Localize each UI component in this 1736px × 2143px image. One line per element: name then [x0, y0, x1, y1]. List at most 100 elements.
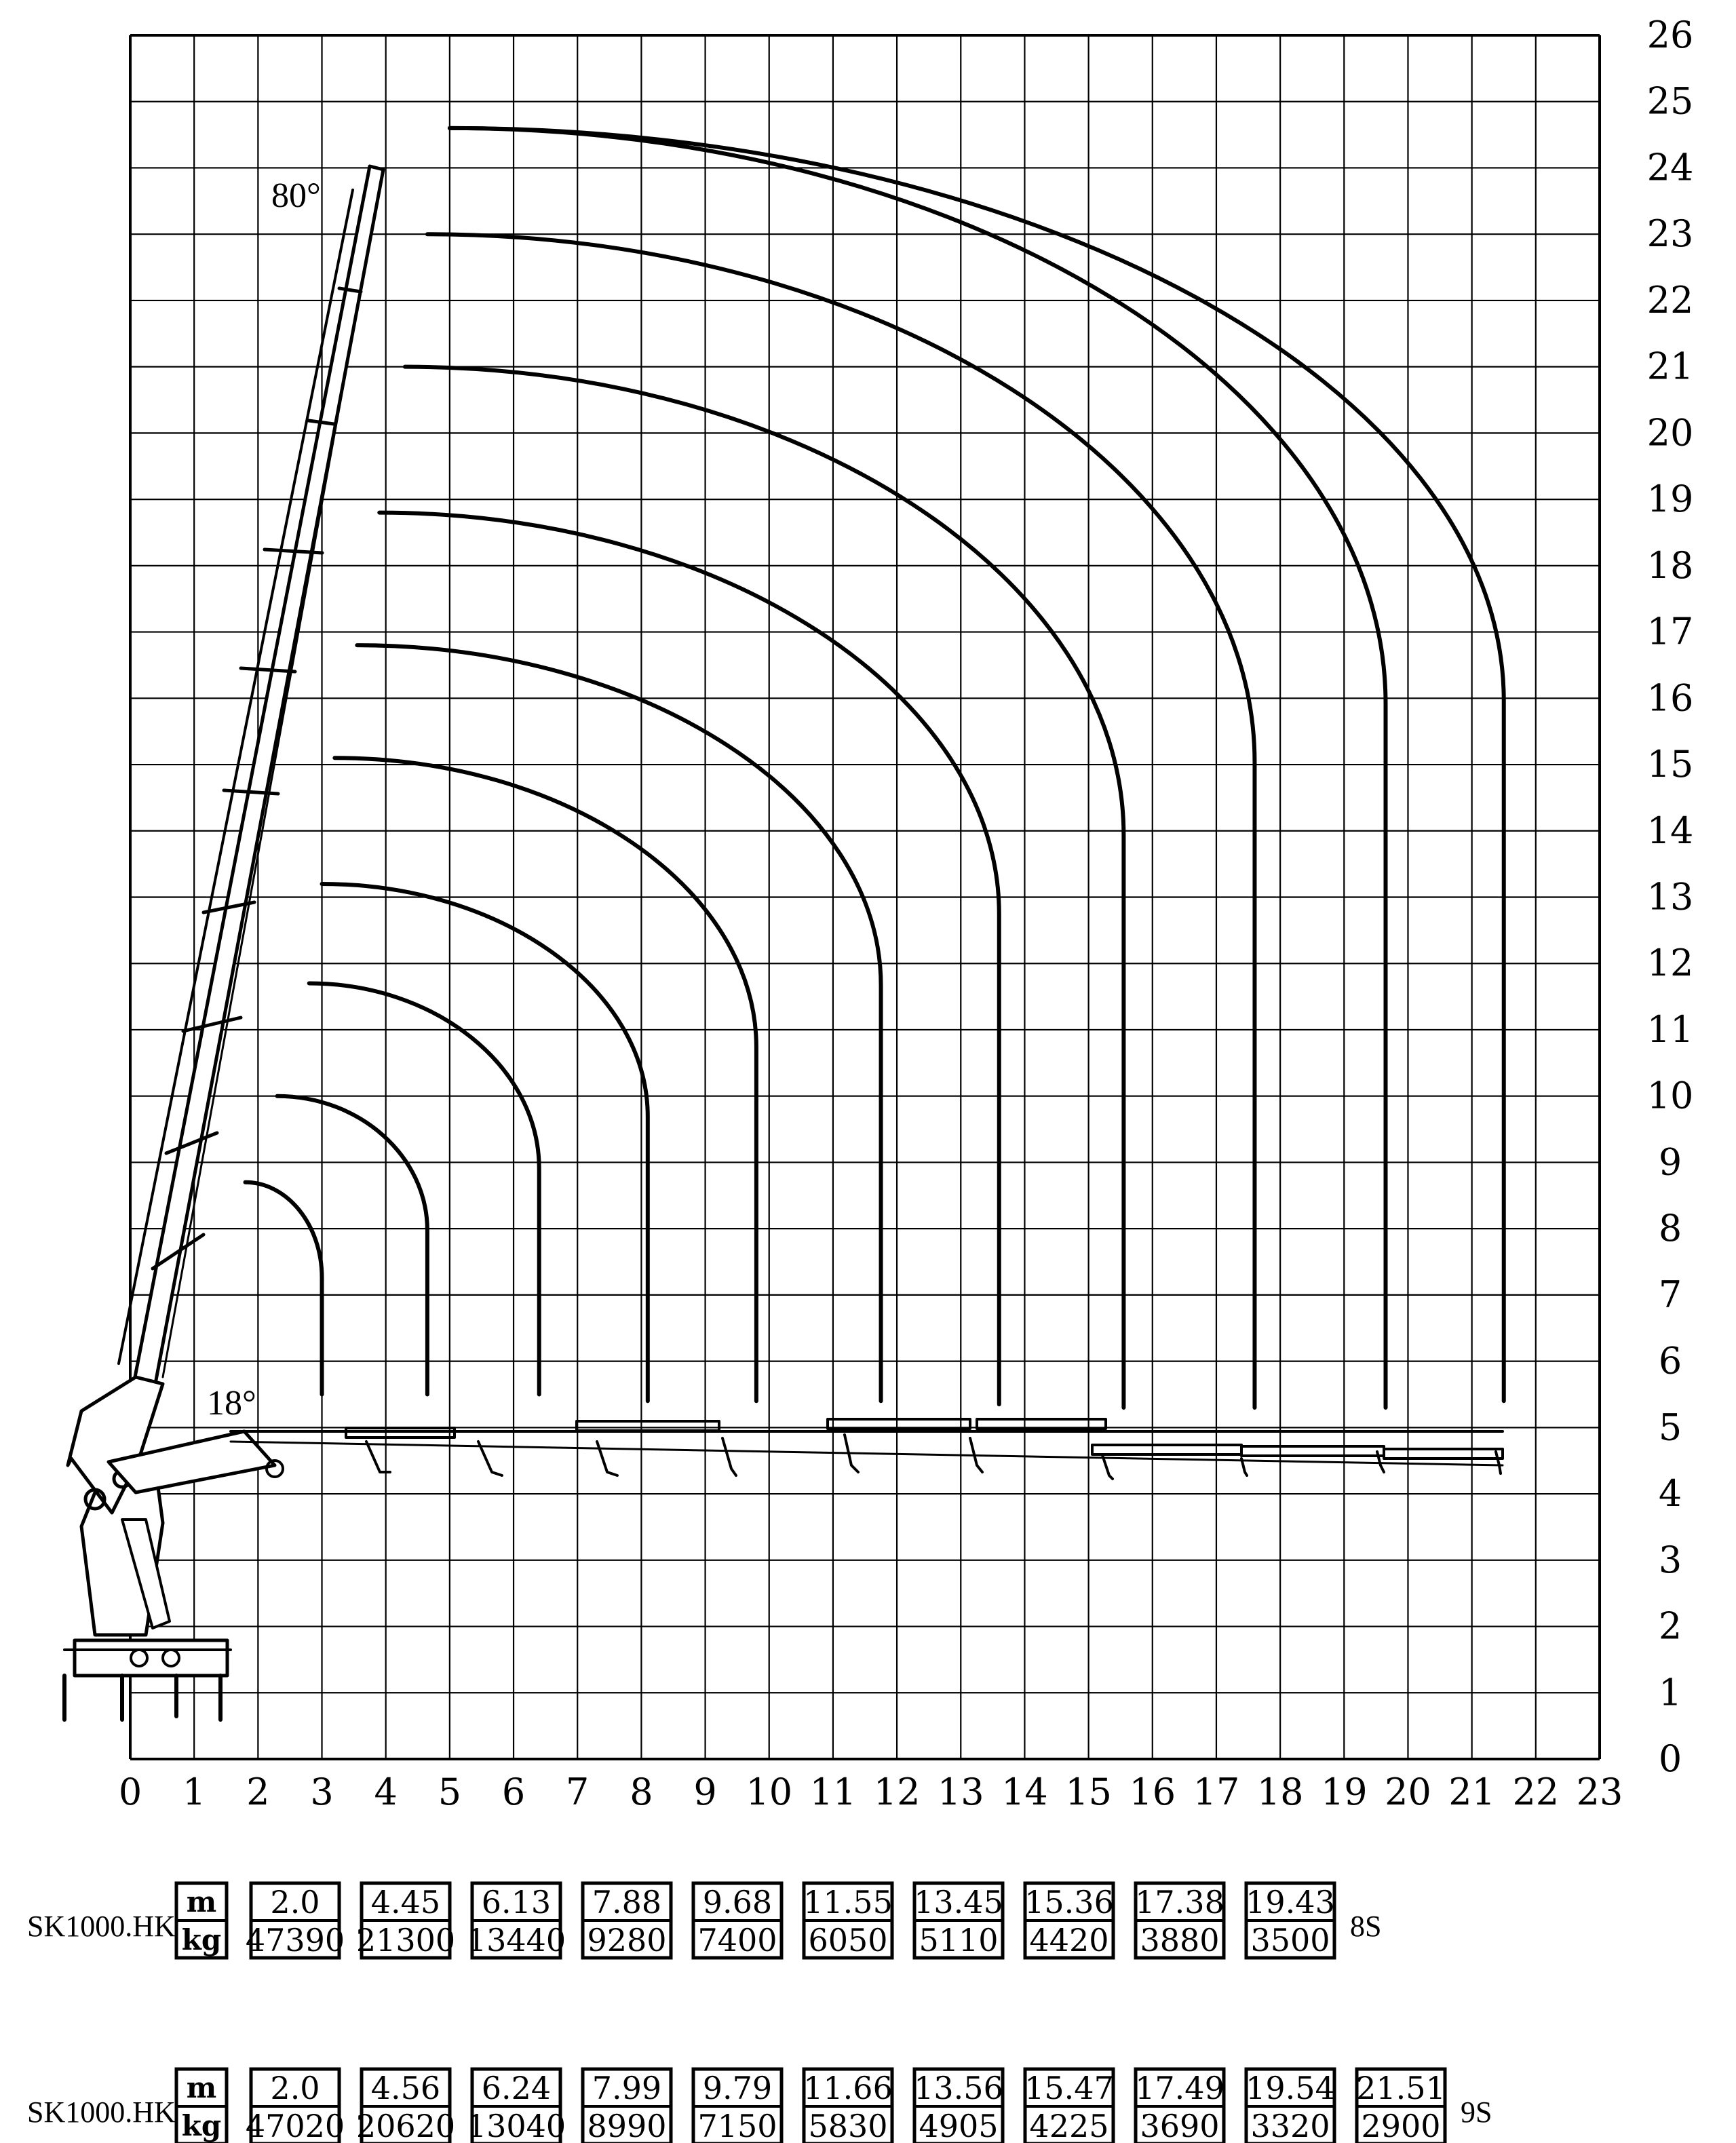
y-tick-label: 10 — [1647, 1075, 1694, 1117]
knuckle-pin-1 — [83, 1488, 107, 1511]
y-tick-label: 24 — [1647, 146, 1694, 189]
boom80-joint-6 — [201, 900, 256, 914]
ext-seg-3 — [826, 1418, 971, 1430]
section-count-label: 9S — [1461, 2096, 1492, 2129]
y-tick-label: 1 — [1659, 1671, 1682, 1714]
boom80-joint-5 — [222, 788, 280, 796]
boom80-joint-8 — [164, 1131, 219, 1155]
load-value: 2900 — [1361, 2108, 1440, 2143]
reach-value: 13.45 — [914, 1884, 1003, 1920]
angle-18-label: 18° — [207, 1384, 256, 1423]
load-value: 13440 — [467, 1922, 566, 1958]
reach-value: 11.55 — [803, 1884, 893, 1920]
x-tick-label: 22 — [1512, 1771, 1559, 1813]
x-tick-label: 18 — [1257, 1771, 1304, 1813]
reach-value: 15.36 — [1024, 1884, 1114, 1920]
reach-value: 2.0 — [270, 2070, 320, 2106]
load-value: 3500 — [1250, 1922, 1330, 1958]
reach-value: 7.88 — [592, 1884, 661, 1920]
unit-kg: kg — [182, 2109, 221, 2142]
model-label: SK1000.HK — [27, 1910, 176, 1943]
unit-kg: kg — [182, 1923, 221, 1956]
unit-m: m — [187, 1885, 216, 1918]
y-tick-label: 13 — [1647, 876, 1694, 919]
x-tick-label: 6 — [502, 1771, 525, 1813]
reach-envelope-curves — [243, 126, 1506, 1410]
load-value: 7400 — [697, 1922, 777, 1958]
section-count-label: 8S — [1350, 1910, 1381, 1943]
reach-value: 17.49 — [1135, 2070, 1224, 2106]
y-tick-label: 7 — [1659, 1273, 1682, 1316]
x-tick-label: 16 — [1129, 1771, 1176, 1813]
load-value: 3880 — [1140, 1922, 1219, 1958]
reach-value: 4.56 — [371, 2070, 440, 2106]
x-tick-label: 19 — [1321, 1771, 1368, 1813]
x-tick-label: 23 — [1577, 1771, 1623, 1813]
reach-value: 6.24 — [482, 2070, 551, 2106]
base-wheel-1 — [130, 1648, 149, 1667]
hook-8 — [1240, 1457, 1248, 1477]
hook-2 — [477, 1440, 503, 1477]
hook-9 — [1376, 1450, 1385, 1473]
hook-1 — [365, 1440, 391, 1473]
boom80-joint-4 — [239, 666, 297, 674]
reach-value: 7.99 — [592, 2070, 661, 2106]
y-tick-label: 23 — [1647, 212, 1694, 255]
ext-seg-1 — [345, 1427, 456, 1439]
ext-seg-4 — [976, 1418, 1107, 1430]
hook-6 — [969, 1437, 984, 1473]
reach-value: 2.0 — [270, 1884, 320, 1920]
load-value: 13040 — [467, 2108, 566, 2143]
y-tick-label: 17 — [1647, 611, 1694, 653]
x-tick-label: 10 — [746, 1771, 792, 1813]
boom80-joint-2 — [307, 419, 336, 426]
crane-illustration — [62, 164, 1504, 1722]
load-value: 6050 — [808, 1922, 887, 1958]
y-tick-label: 14 — [1647, 809, 1694, 852]
x-tick-label: 14 — [1001, 1771, 1048, 1813]
load-value: 47020 — [246, 2108, 345, 2143]
x-tick-label: 9 — [693, 1771, 716, 1813]
crane-base — [73, 1638, 229, 1678]
y-tick-label: 22 — [1647, 279, 1694, 322]
x-tick-label: 4 — [374, 1771, 398, 1813]
reach-curve-11 — [447, 126, 1506, 1404]
reach-value: 19.54 — [1246, 2070, 1335, 2106]
y-tick-label: 8 — [1659, 1207, 1682, 1250]
load-value: 9280 — [587, 1922, 666, 1958]
ext-seg-7 — [1383, 1448, 1504, 1460]
y-axis-ticks: 0123456789101112131415161718192021222324… — [1647, 14, 1694, 1780]
load-value: 47390 — [246, 1922, 345, 1958]
main-boom-cylinder — [117, 189, 354, 1365]
reach-value: 6.13 — [482, 1884, 551, 1920]
y-tick-label: 6 — [1659, 1340, 1682, 1383]
x-axis-ticks: 0 1 2 3 4 5 6 7 8 9 10 11 12 13 14 15 16 17 18 19 20 21 22 23 — [119, 1771, 1623, 1813]
x-tick-label: 12 — [874, 1771, 921, 1813]
hook-4 — [721, 1437, 737, 1477]
y-tick-label: 21 — [1647, 345, 1694, 388]
x-tick-label: 17 — [1193, 1771, 1240, 1813]
x-tick-label: 3 — [310, 1771, 333, 1813]
load-value: 21300 — [356, 1922, 455, 1958]
ext-seg-6 — [1240, 1445, 1385, 1457]
reach-value: 11.66 — [803, 2070, 893, 2106]
x-tick-label: 21 — [1448, 1771, 1495, 1813]
y-tick-label: 20 — [1647, 411, 1694, 454]
main-boom-edge — [161, 202, 378, 1378]
x-tick-label: 11 — [810, 1771, 857, 1813]
crane-column-ram — [121, 1518, 171, 1629]
reach-value: 21.51 — [1356, 2070, 1446, 2106]
model-label: SK1000.HK — [27, 2096, 176, 2129]
x-tick-label: 8 — [630, 1771, 653, 1813]
ext-seg-2 — [575, 1420, 720, 1432]
boom80-joint-9 — [151, 1233, 206, 1271]
load-value: 3320 — [1250, 2108, 1330, 2143]
reach-value: 15.47 — [1024, 2070, 1114, 2106]
y-tick-label: 0 — [1659, 1737, 1682, 1780]
hook-3 — [596, 1440, 619, 1477]
x-tick-label: 15 — [1065, 1771, 1112, 1813]
y-tick-label: 5 — [1659, 1406, 1682, 1448]
